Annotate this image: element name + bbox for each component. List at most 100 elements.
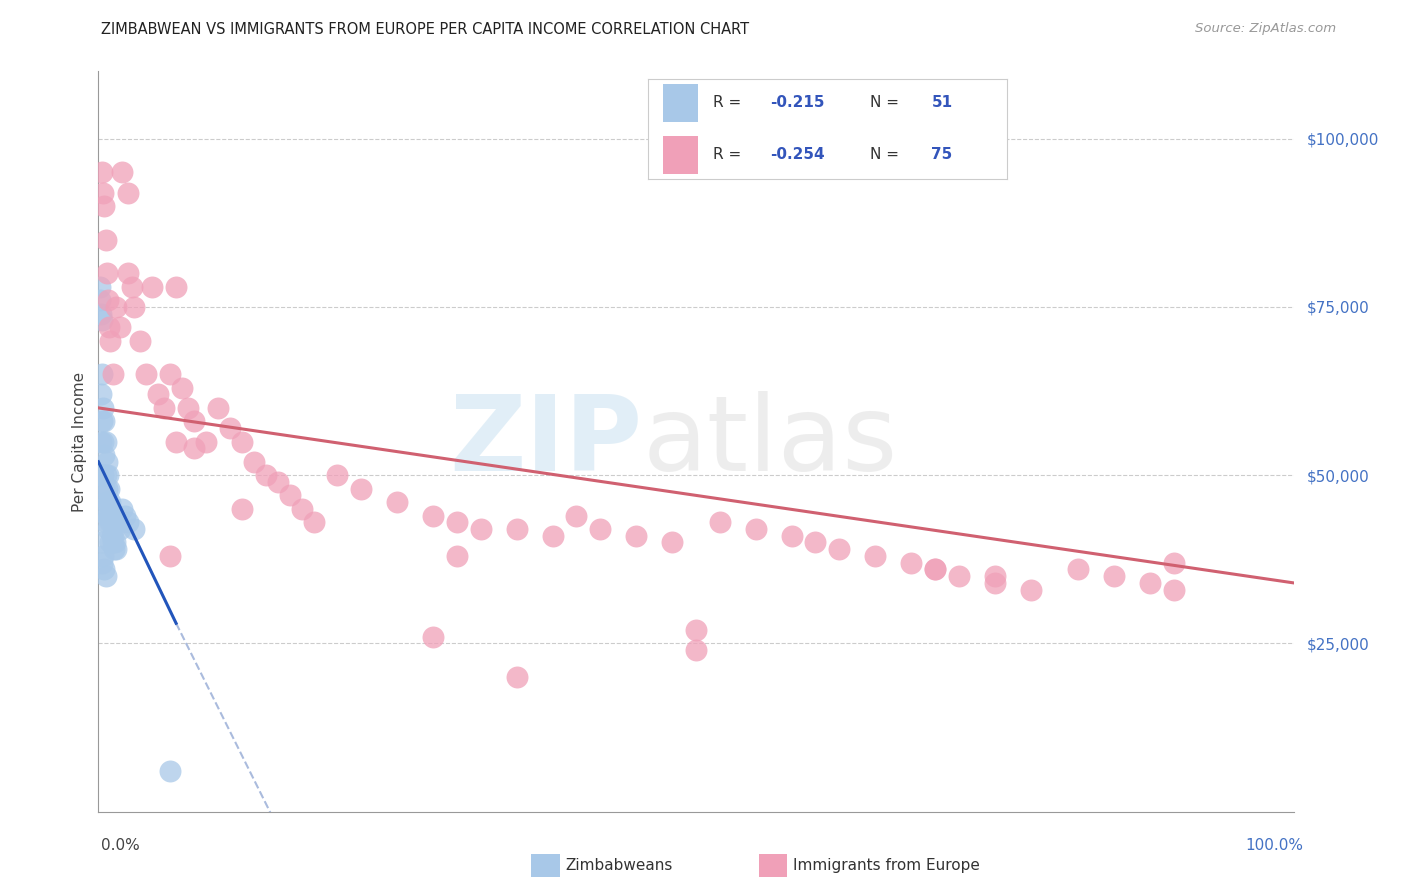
Point <box>183 442 205 456</box>
Point <box>94 233 117 247</box>
Point <box>900 556 922 570</box>
Point <box>94 516 117 530</box>
Point <box>290 501 312 516</box>
Point <box>97 293 120 308</box>
Point <box>685 643 707 657</box>
Point <box>91 165 114 179</box>
Point <box>141 279 163 293</box>
Point <box>153 401 176 415</box>
Point <box>278 488 301 502</box>
Point <box>97 522 120 536</box>
Point <box>101 535 124 549</box>
Point <box>96 482 118 496</box>
Point <box>1102 569 1125 583</box>
Point <box>685 623 707 637</box>
Point <box>96 266 118 280</box>
Point <box>103 542 125 557</box>
Point <box>506 670 529 684</box>
Point <box>91 414 114 428</box>
Point <box>159 764 181 779</box>
Text: Zimbabweans: Zimbabweans <box>565 858 672 872</box>
Point <box>804 535 827 549</box>
Point <box>159 549 181 563</box>
Point <box>94 569 117 583</box>
Point <box>94 468 117 483</box>
Point <box>93 414 115 428</box>
Point <box>924 562 946 576</box>
Point <box>231 434 253 449</box>
Point <box>91 549 114 563</box>
Point <box>91 434 114 449</box>
Point <box>470 522 492 536</box>
Point <box>177 401 200 415</box>
Point <box>91 368 114 382</box>
Point <box>101 516 124 530</box>
Point <box>89 468 111 483</box>
Point <box>326 468 349 483</box>
Point <box>745 522 768 536</box>
Point <box>302 516 325 530</box>
Point <box>148 387 170 401</box>
Point <box>565 508 588 523</box>
Point <box>98 516 122 530</box>
Point <box>983 575 1005 590</box>
Point <box>103 522 125 536</box>
Point <box>90 434 112 449</box>
Point <box>111 501 134 516</box>
Point <box>100 529 122 543</box>
Point <box>117 516 139 530</box>
Text: 100.0%: 100.0% <box>1246 838 1303 853</box>
Point <box>207 401 229 415</box>
Text: Source: ZipAtlas.com: Source: ZipAtlas.com <box>1195 22 1336 36</box>
Point <box>91 401 114 415</box>
Point <box>91 468 114 483</box>
Point <box>91 556 114 570</box>
Point <box>98 508 121 523</box>
Text: ZIMBABWEAN VS IMMIGRANTS FROM EUROPE PER CAPITA INCOME CORRELATION CHART: ZIMBABWEAN VS IMMIGRANTS FROM EUROPE PER… <box>101 22 749 37</box>
Point <box>243 455 266 469</box>
Point <box>194 434 217 449</box>
Point <box>172 381 194 395</box>
Point <box>219 421 242 435</box>
Point <box>111 165 134 179</box>
Point <box>90 387 112 401</box>
Point <box>108 320 131 334</box>
Point <box>98 320 121 334</box>
Point <box>709 516 731 530</box>
Point <box>948 569 970 583</box>
Point <box>90 501 112 516</box>
Text: ZIP: ZIP <box>449 391 643 492</box>
Point <box>541 529 564 543</box>
Point <box>91 535 114 549</box>
Point <box>267 475 290 489</box>
Point <box>983 569 1005 583</box>
Point <box>446 516 468 530</box>
Point <box>89 279 111 293</box>
Text: 0.0%: 0.0% <box>101 838 141 853</box>
Point <box>135 368 157 382</box>
Point <box>97 495 120 509</box>
Point <box>96 508 118 523</box>
Point <box>94 495 117 509</box>
Point <box>104 535 127 549</box>
Point <box>98 334 122 348</box>
Point <box>90 307 112 321</box>
Point <box>105 300 128 314</box>
Point <box>1139 575 1161 590</box>
Point <box>422 630 444 644</box>
Point <box>589 522 612 536</box>
Point <box>924 562 946 576</box>
Point <box>100 508 122 523</box>
Text: atlas: atlas <box>643 391 897 492</box>
Point <box>159 368 181 382</box>
Point <box>94 434 117 449</box>
Point <box>1019 582 1042 597</box>
Point <box>863 549 886 563</box>
Point <box>1067 562 1090 576</box>
Point <box>121 279 143 293</box>
Point <box>98 495 122 509</box>
Point <box>385 495 409 509</box>
Point <box>101 368 124 382</box>
Point <box>93 199 115 213</box>
Point <box>828 542 851 557</box>
